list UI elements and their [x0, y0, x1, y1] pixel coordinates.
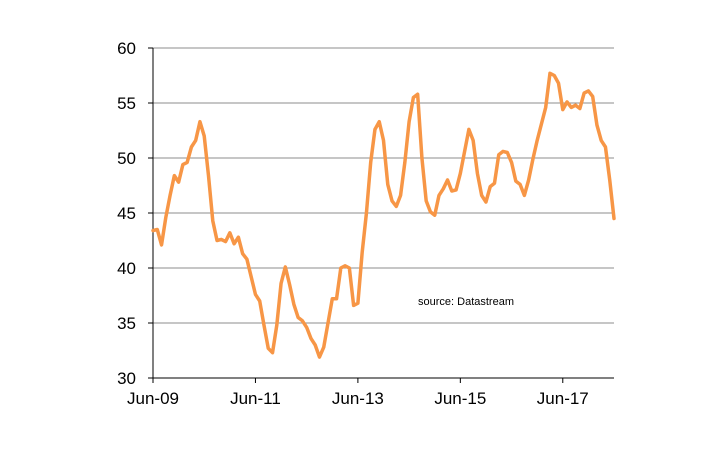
- x-axis-ticks: Jun-09 Jun-11 Jun-13 Jun-15 Jun-17: [127, 378, 589, 408]
- y-tick-label: 60: [117, 39, 136, 58]
- x-tick-label: Jun-09: [127, 389, 179, 408]
- y-tick-label: 30: [117, 369, 136, 388]
- y-tick-label: 50: [117, 149, 136, 168]
- y-tick-label: 40: [117, 259, 136, 278]
- x-tick-label: Jun-11: [230, 389, 281, 408]
- series-line: [151, 71, 616, 359]
- y-tick-label: 45: [117, 204, 136, 223]
- series-layer: [151, 71, 616, 359]
- x-tick-label: Jun-15: [434, 389, 486, 408]
- y-tick-label: 35: [117, 314, 136, 333]
- y-axis-ticks: 30 35 40 45 50 55 60: [117, 39, 153, 388]
- y-tick-label: 55: [117, 94, 136, 113]
- x-tick-label: Jun-13: [332, 389, 384, 408]
- x-tick-label: Jun-17: [537, 389, 589, 408]
- source-annotation: source: Datastream: [418, 296, 514, 308]
- grid-lines: [153, 47, 614, 324]
